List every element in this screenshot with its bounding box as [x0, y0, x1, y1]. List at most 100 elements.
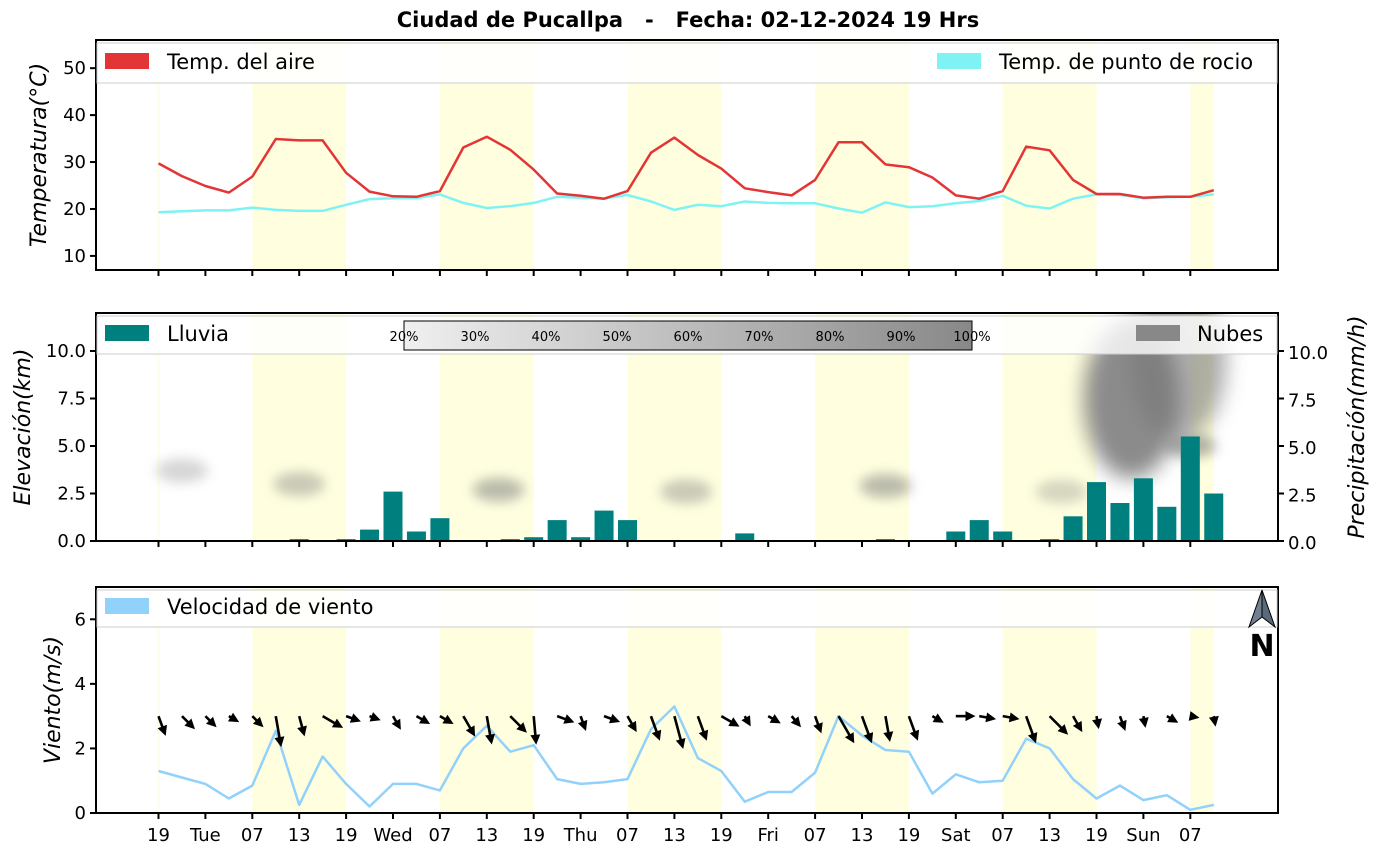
wind-arrow: [1166, 713, 1179, 723]
wind-arrow-head: [563, 714, 575, 724]
rain-bar: [1110, 503, 1130, 541]
x-tick-label: 13: [1038, 825, 1061, 846]
wind-arrow: [485, 715, 495, 745]
wind-arrow-head: [252, 716, 264, 728]
wind-arrow: [1048, 715, 1069, 735]
wind-arrow: [439, 714, 454, 724]
wind-arrow-shaft: [1048, 715, 1065, 731]
wind-arrow: [696, 715, 709, 741]
wind-arrow: [931, 713, 944, 723]
x-tick-label: 13: [663, 825, 686, 846]
wind-arrow-head: [1138, 717, 1149, 728]
y-tick-label: 2.5: [57, 484, 86, 505]
daylight-band: [157, 313, 160, 541]
y-tick-label: 4: [75, 674, 86, 695]
y-tick-label: 7.5: [57, 389, 86, 410]
rain-bar: [1087, 482, 1106, 541]
legend-label-air: Temp. del aire: [166, 50, 315, 74]
wind-arrow: [157, 715, 167, 736]
x-tick-label: 19: [710, 825, 733, 846]
wind-arrow-head: [297, 725, 307, 737]
temperature-x-ticks: [157, 270, 1192, 276]
wind-arrow: [556, 714, 575, 724]
wind-arrow-head: [932, 713, 944, 723]
wind-arrow-head: [391, 718, 401, 730]
wind-arrow-head: [985, 712, 997, 723]
rain-bar: [1180, 436, 1200, 541]
wind-arrow: [530, 716, 541, 745]
precipitation-panel: 0.0 2.5 5.0 7.5 10.0 0.0 2.5 5.0 7.5 10.0 Elevac…: [11, 312, 1370, 554]
x-tick-label: Tue: [189, 825, 221, 846]
cloud-scale-label: 20%: [390, 330, 419, 345]
wind-arrow-head: [369, 712, 381, 722]
wind-arrow: [1208, 715, 1219, 727]
rain-bar: [360, 529, 380, 541]
wind-arrow-shaft: [860, 715, 871, 738]
temperature-legend-box: [96, 42, 1278, 84]
wind-arrow: [462, 715, 476, 737]
rain-bar: [993, 531, 1013, 541]
wind-arrow-head: [1167, 713, 1179, 723]
north-arrow-icon: N: [1247, 589, 1277, 664]
wind-y-ticks: 0 2 4 6: [75, 609, 96, 824]
precipitation-legend: Lluvia Nubes 20% 30% 40% 50% 60% 70% 80% 90% 100…: [96, 315, 1278, 355]
wind-arrow: [626, 715, 637, 733]
north-arrow-right: [1261, 589, 1277, 629]
wind-arrow: [345, 713, 361, 723]
wind-arrow-head: [1117, 719, 1127, 731]
x-tick-label: Sun: [1126, 825, 1160, 846]
wind-arrow: [837, 715, 855, 744]
cloud-scale-label: 40%: [532, 330, 561, 345]
wind-arrow: [883, 715, 894, 742]
wind-arrow: [274, 715, 285, 748]
daylight-band: [1190, 587, 1214, 813]
legend-label-rain: Lluvia: [167, 322, 229, 346]
wind-arrow: [955, 711, 976, 722]
x-tick-label: 07: [804, 825, 827, 846]
wind-arrow: [415, 714, 431, 724]
wind-arrow-head: [627, 720, 637, 733]
wind-arrow-head: [331, 718, 344, 728]
wind-arrow: [251, 715, 264, 728]
y-tick-label: 20: [63, 199, 86, 220]
wind-arrow-head: [1072, 720, 1083, 733]
x-tick-label: 19: [522, 825, 545, 846]
wind-arrow-head: [675, 738, 686, 749]
y-tick-label-right: 5.0: [1288, 438, 1317, 459]
rain-bar: [1063, 516, 1083, 541]
y-tick-label: 0.0: [57, 531, 86, 552]
cloud-cluster: [273, 472, 326, 496]
precipitation-x-ticks: [157, 541, 1192, 547]
rain-bar: [547, 520, 567, 541]
wind-arrow: [1188, 711, 1200, 721]
wind-arrow: [297, 715, 307, 737]
cloud-cluster: [660, 479, 713, 504]
wind-arrow-head: [1208, 715, 1219, 727]
wind-arrow-head: [813, 722, 823, 734]
wind-arrow-head: [741, 715, 751, 727]
wind-arrow-head: [530, 734, 541, 745]
wind-arrow-shaft: [907, 715, 917, 735]
wind-arrow: [228, 712, 240, 723]
wind-arrow-shaft: [696, 715, 706, 735]
wind-legend-box: [96, 589, 1278, 628]
y-tick-label: 10.0: [46, 341, 86, 362]
x-tick-label: 13: [475, 825, 498, 846]
wind-arrow: [1138, 715, 1149, 728]
y-tick-label: 30: [63, 152, 86, 173]
wind-arrow-shaft: [884, 715, 891, 736]
wind-arrow: [907, 715, 920, 741]
cloud-cluster: [155, 458, 208, 483]
wind-arrow: [603, 713, 621, 724]
wind-plot-frame: [95, 586, 1279, 814]
legend-label-wind: Velocidad de viento: [167, 595, 373, 619]
wind-y-axis-label: Viento(m/s): [41, 636, 66, 764]
wind-arrow-head: [790, 716, 801, 728]
wind-arrow-head: [1027, 732, 1038, 744]
x-tick-label: 07: [1179, 825, 1202, 846]
y-tick-label: 2: [75, 738, 86, 759]
daylight-band: [157, 587, 160, 813]
cloud-scale-label: 80%: [816, 330, 845, 345]
